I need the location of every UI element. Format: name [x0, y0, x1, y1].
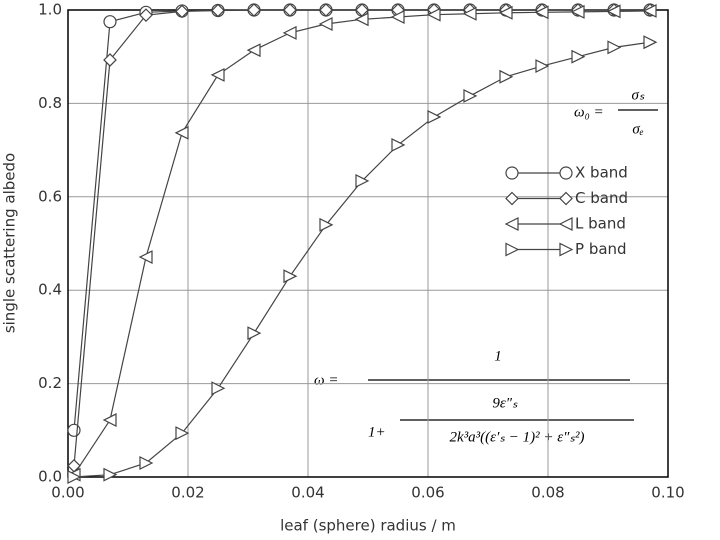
marker — [642, 3, 657, 18]
legend-label: X band — [575, 164, 628, 182]
marker — [247, 3, 261, 17]
y-tick-label: 0.2 — [38, 374, 62, 392]
marker — [283, 269, 298, 284]
marker — [103, 467, 118, 482]
marker — [211, 381, 226, 396]
marker — [210, 67, 225, 82]
legend-marker — [559, 242, 574, 257]
marker — [355, 173, 370, 188]
x-tick-label: 0.04 — [291, 484, 324, 502]
y-tick-label: 1.0 — [38, 1, 62, 19]
equation-denominator: σₑ — [632, 121, 643, 137]
marker — [175, 426, 190, 441]
marker — [139, 456, 154, 470]
y-tick-label: 0.0 — [38, 468, 62, 486]
marker — [319, 3, 333, 17]
marker — [427, 109, 442, 124]
marker — [570, 4, 585, 19]
x-tick-label: 0.08 — [531, 484, 564, 502]
marker — [426, 7, 441, 22]
marker — [246, 43, 261, 58]
marker — [174, 125, 189, 140]
legend-marker — [559, 166, 573, 180]
marker — [391, 137, 406, 152]
x-tick-label: 0.06 — [411, 484, 444, 502]
marker — [103, 53, 117, 67]
marker — [247, 326, 262, 341]
legend-marker — [505, 166, 519, 180]
marker — [138, 250, 153, 265]
equation-lhs: ω = — [314, 372, 338, 388]
marker — [102, 413, 117, 427]
marker — [499, 69, 514, 84]
y-tick-label: 0.6 — [38, 187, 62, 205]
marker — [606, 4, 621, 19]
equation-lhs: ω₀ = — [574, 104, 604, 120]
equation-numerator: 1 — [494, 348, 502, 364]
legend-label: L band — [575, 215, 626, 233]
x-tick-label: 0.02 — [171, 484, 204, 502]
marker — [390, 10, 405, 24]
legend-label: P band — [575, 240, 627, 258]
albedo-formula: ω = 1 1+ 9ε″ₛ 2k³a³((ε′ₛ − 1)² + ε″ₛ²) — [314, 348, 634, 445]
legend-marker — [558, 217, 573, 231]
marker — [643, 35, 658, 50]
marker — [67, 470, 82, 484]
marker — [571, 49, 586, 64]
x-tick-label: 0.10 — [651, 484, 684, 502]
marker — [139, 8, 153, 22]
plot-area — [68, 10, 668, 477]
legend-marker — [505, 242, 520, 257]
marker — [607, 40, 622, 55]
marker — [534, 5, 549, 20]
marker — [175, 4, 189, 19]
y-tick-label: 0.4 — [38, 281, 62, 299]
marker — [535, 59, 550, 74]
legend-marker — [504, 217, 519, 231]
equation-inner-numerator: 9ε″ₛ — [492, 395, 518, 411]
albedo-definition: ω₀ = σₛ σₑ — [574, 87, 658, 137]
marker — [283, 3, 297, 17]
legend-marker — [559, 191, 573, 206]
marker — [498, 5, 513, 20]
y-axis-label: single scattering albedo — [1, 153, 19, 333]
x-axis-label: leaf (sphere) radius / m — [280, 517, 456, 535]
legend-marker — [505, 191, 519, 206]
marker — [462, 6, 477, 21]
marker — [211, 3, 225, 18]
marker — [282, 25, 297, 40]
equation-inner-denominator: 2k³a³((ε′ₛ − 1)² + ε″ₛ²) — [450, 429, 585, 445]
marker — [318, 17, 333, 31]
marker — [67, 423, 81, 437]
marker — [463, 88, 478, 103]
marker — [103, 15, 117, 29]
marker — [319, 217, 334, 232]
equation-denominator-lead: 1+ — [368, 424, 386, 440]
y-tick-label: 0.8 — [38, 94, 62, 112]
legend-label: C band — [575, 189, 628, 207]
x-tick-label: 0.00 — [51, 484, 84, 502]
marker — [354, 12, 369, 27]
equation-numerator: σₛ — [632, 87, 645, 103]
